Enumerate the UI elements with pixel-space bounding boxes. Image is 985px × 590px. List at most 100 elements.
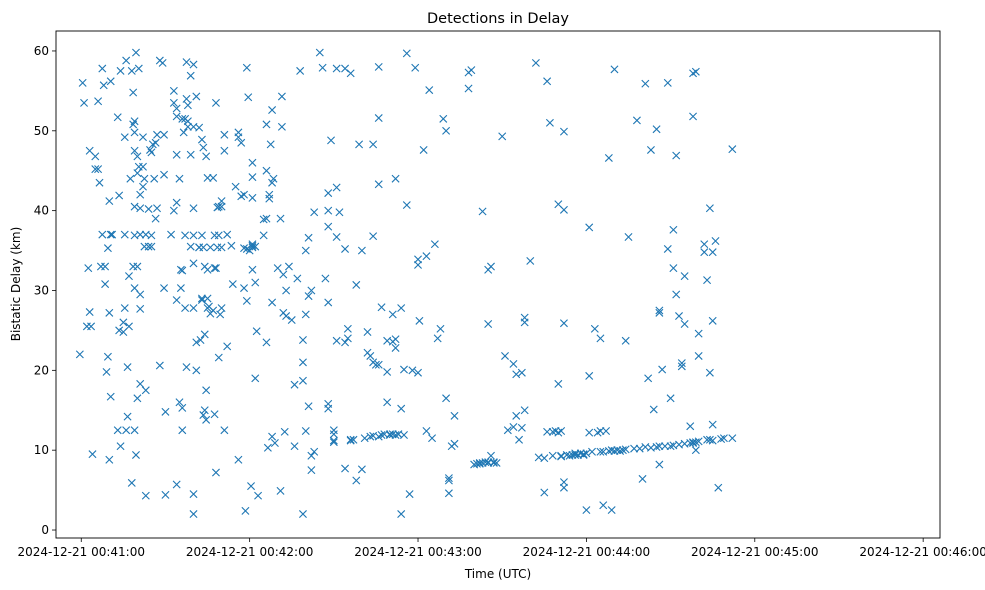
data-point <box>301 246 310 255</box>
data-point <box>103 244 112 253</box>
data-point <box>234 455 243 464</box>
data-point <box>464 84 473 93</box>
x-axis: 2024-12-21 00:41:00 2024-12-21 00:42:00 20… <box>18 538 985 559</box>
data-point <box>415 316 424 325</box>
data-point <box>220 426 229 435</box>
data-point <box>144 242 153 251</box>
data-point <box>203 294 212 303</box>
y-tick-label: 50 <box>34 124 49 138</box>
data-point <box>153 130 162 139</box>
data-point <box>262 214 271 223</box>
data-point <box>655 460 664 469</box>
data-point <box>268 432 277 441</box>
data-point <box>150 174 159 183</box>
data-point <box>155 361 164 370</box>
data-point <box>186 150 195 159</box>
data-point <box>588 447 597 456</box>
data-point <box>509 359 518 368</box>
data-point <box>240 190 249 199</box>
data-point <box>84 264 93 273</box>
data-point <box>263 443 272 452</box>
data-point <box>324 298 333 307</box>
data-point <box>610 65 619 74</box>
data-point <box>182 363 191 372</box>
data-point <box>189 510 198 519</box>
data-point <box>298 376 307 385</box>
data-point <box>329 426 338 435</box>
data-point <box>217 197 226 206</box>
data-point <box>691 67 700 76</box>
data-point <box>515 435 524 444</box>
data-point <box>183 122 192 131</box>
data-point <box>366 432 375 441</box>
data-point <box>655 442 664 451</box>
data-point <box>147 231 156 240</box>
data-point <box>277 122 286 131</box>
data-point <box>189 204 198 213</box>
x-tick-label: 2024-12-21 00:41:00 <box>18 545 145 559</box>
data-point <box>669 225 678 234</box>
data-point <box>329 436 338 445</box>
data-point <box>223 230 232 239</box>
data-point <box>280 427 289 436</box>
data-point <box>663 244 672 253</box>
data-point <box>216 310 225 319</box>
y-tick-label: 10 <box>34 443 49 457</box>
data-point <box>209 173 218 182</box>
data-point <box>141 386 150 395</box>
data-point <box>124 272 133 281</box>
data-point <box>183 101 192 110</box>
data-point <box>332 336 341 345</box>
data-point <box>399 431 408 439</box>
data-point <box>139 182 147 191</box>
data-point <box>307 451 316 460</box>
data-point <box>355 140 364 149</box>
data-point <box>304 402 313 411</box>
data-point <box>214 353 223 362</box>
data-point <box>122 56 131 65</box>
data-point <box>439 114 448 123</box>
data-point <box>374 360 383 369</box>
data-point <box>708 420 717 429</box>
data-point <box>377 303 386 312</box>
data-point <box>195 123 204 132</box>
data-point <box>391 174 400 183</box>
data-point <box>408 366 417 375</box>
data-point <box>116 66 125 75</box>
data-point <box>708 248 717 257</box>
data-point <box>366 351 375 360</box>
data-point <box>186 71 195 80</box>
data-point <box>596 334 605 343</box>
data-point <box>346 69 355 78</box>
data-point <box>711 236 720 245</box>
data-point <box>635 444 644 453</box>
data-point <box>486 262 495 271</box>
data-point <box>178 114 187 123</box>
data-point <box>377 431 386 439</box>
y-tick-label: 40 <box>34 204 49 218</box>
data-point <box>211 264 220 273</box>
data-point <box>520 313 529 322</box>
data-point <box>349 435 358 444</box>
data-point <box>136 304 145 313</box>
data-point <box>341 64 350 73</box>
data-point <box>517 423 526 432</box>
data-point <box>478 207 487 216</box>
data-point <box>262 120 271 129</box>
data-point <box>197 135 206 144</box>
data-point <box>276 486 285 495</box>
data-point <box>120 304 129 313</box>
data-point <box>310 208 319 217</box>
data-point <box>98 64 107 73</box>
data-point <box>172 296 181 305</box>
data-point <box>304 292 313 301</box>
data-point <box>116 442 125 451</box>
data-point <box>127 478 136 487</box>
data-point <box>254 491 263 500</box>
plot-area-frame <box>55 30 941 539</box>
data-point <box>332 233 341 241</box>
data-point <box>262 166 271 175</box>
data-point <box>391 431 400 439</box>
data-point <box>147 242 156 251</box>
data-point <box>430 240 439 249</box>
